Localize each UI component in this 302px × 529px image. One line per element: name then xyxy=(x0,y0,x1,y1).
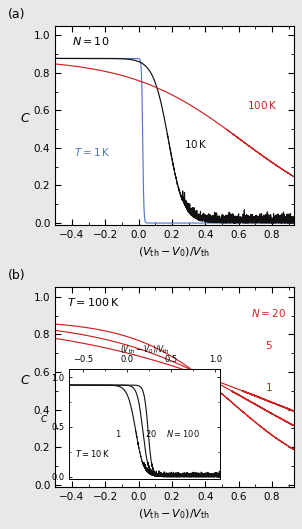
Text: $N = 10$: $N = 10$ xyxy=(72,35,109,47)
Text: $1$: $1$ xyxy=(265,381,273,393)
Text: (a): (a) xyxy=(8,8,25,21)
Y-axis label: $C$: $C$ xyxy=(20,112,31,125)
Text: $5$: $5$ xyxy=(265,339,273,351)
Text: (b): (b) xyxy=(8,269,25,282)
X-axis label: $({\it V}_{\rm th} - {\it V}_0)/{\it V}_{\rm th}$: $({\it V}_{\rm th} - {\it V}_0)/{\it V}_… xyxy=(139,507,210,521)
Text: ${\it T} = 1\,{\rm K}$: ${\it T} = 1\,{\rm K}$ xyxy=(74,145,110,158)
Text: ${\it T} = 100\,{\rm K}$: ${\it T} = 100\,{\rm K}$ xyxy=(67,296,120,308)
Text: $100\,{\rm K}$: $100\,{\rm K}$ xyxy=(247,99,278,111)
Text: $N = 20$: $N = 20$ xyxy=(251,307,286,320)
Text: $10\,{\rm K}$: $10\,{\rm K}$ xyxy=(184,138,207,150)
X-axis label: $({\it V}_{\rm th} - {\it V}_0)/{\it V}_{\rm th}$: $({\it V}_{\rm th} - {\it V}_0)/{\it V}_… xyxy=(139,245,210,259)
Y-axis label: $C$: $C$ xyxy=(20,374,31,387)
